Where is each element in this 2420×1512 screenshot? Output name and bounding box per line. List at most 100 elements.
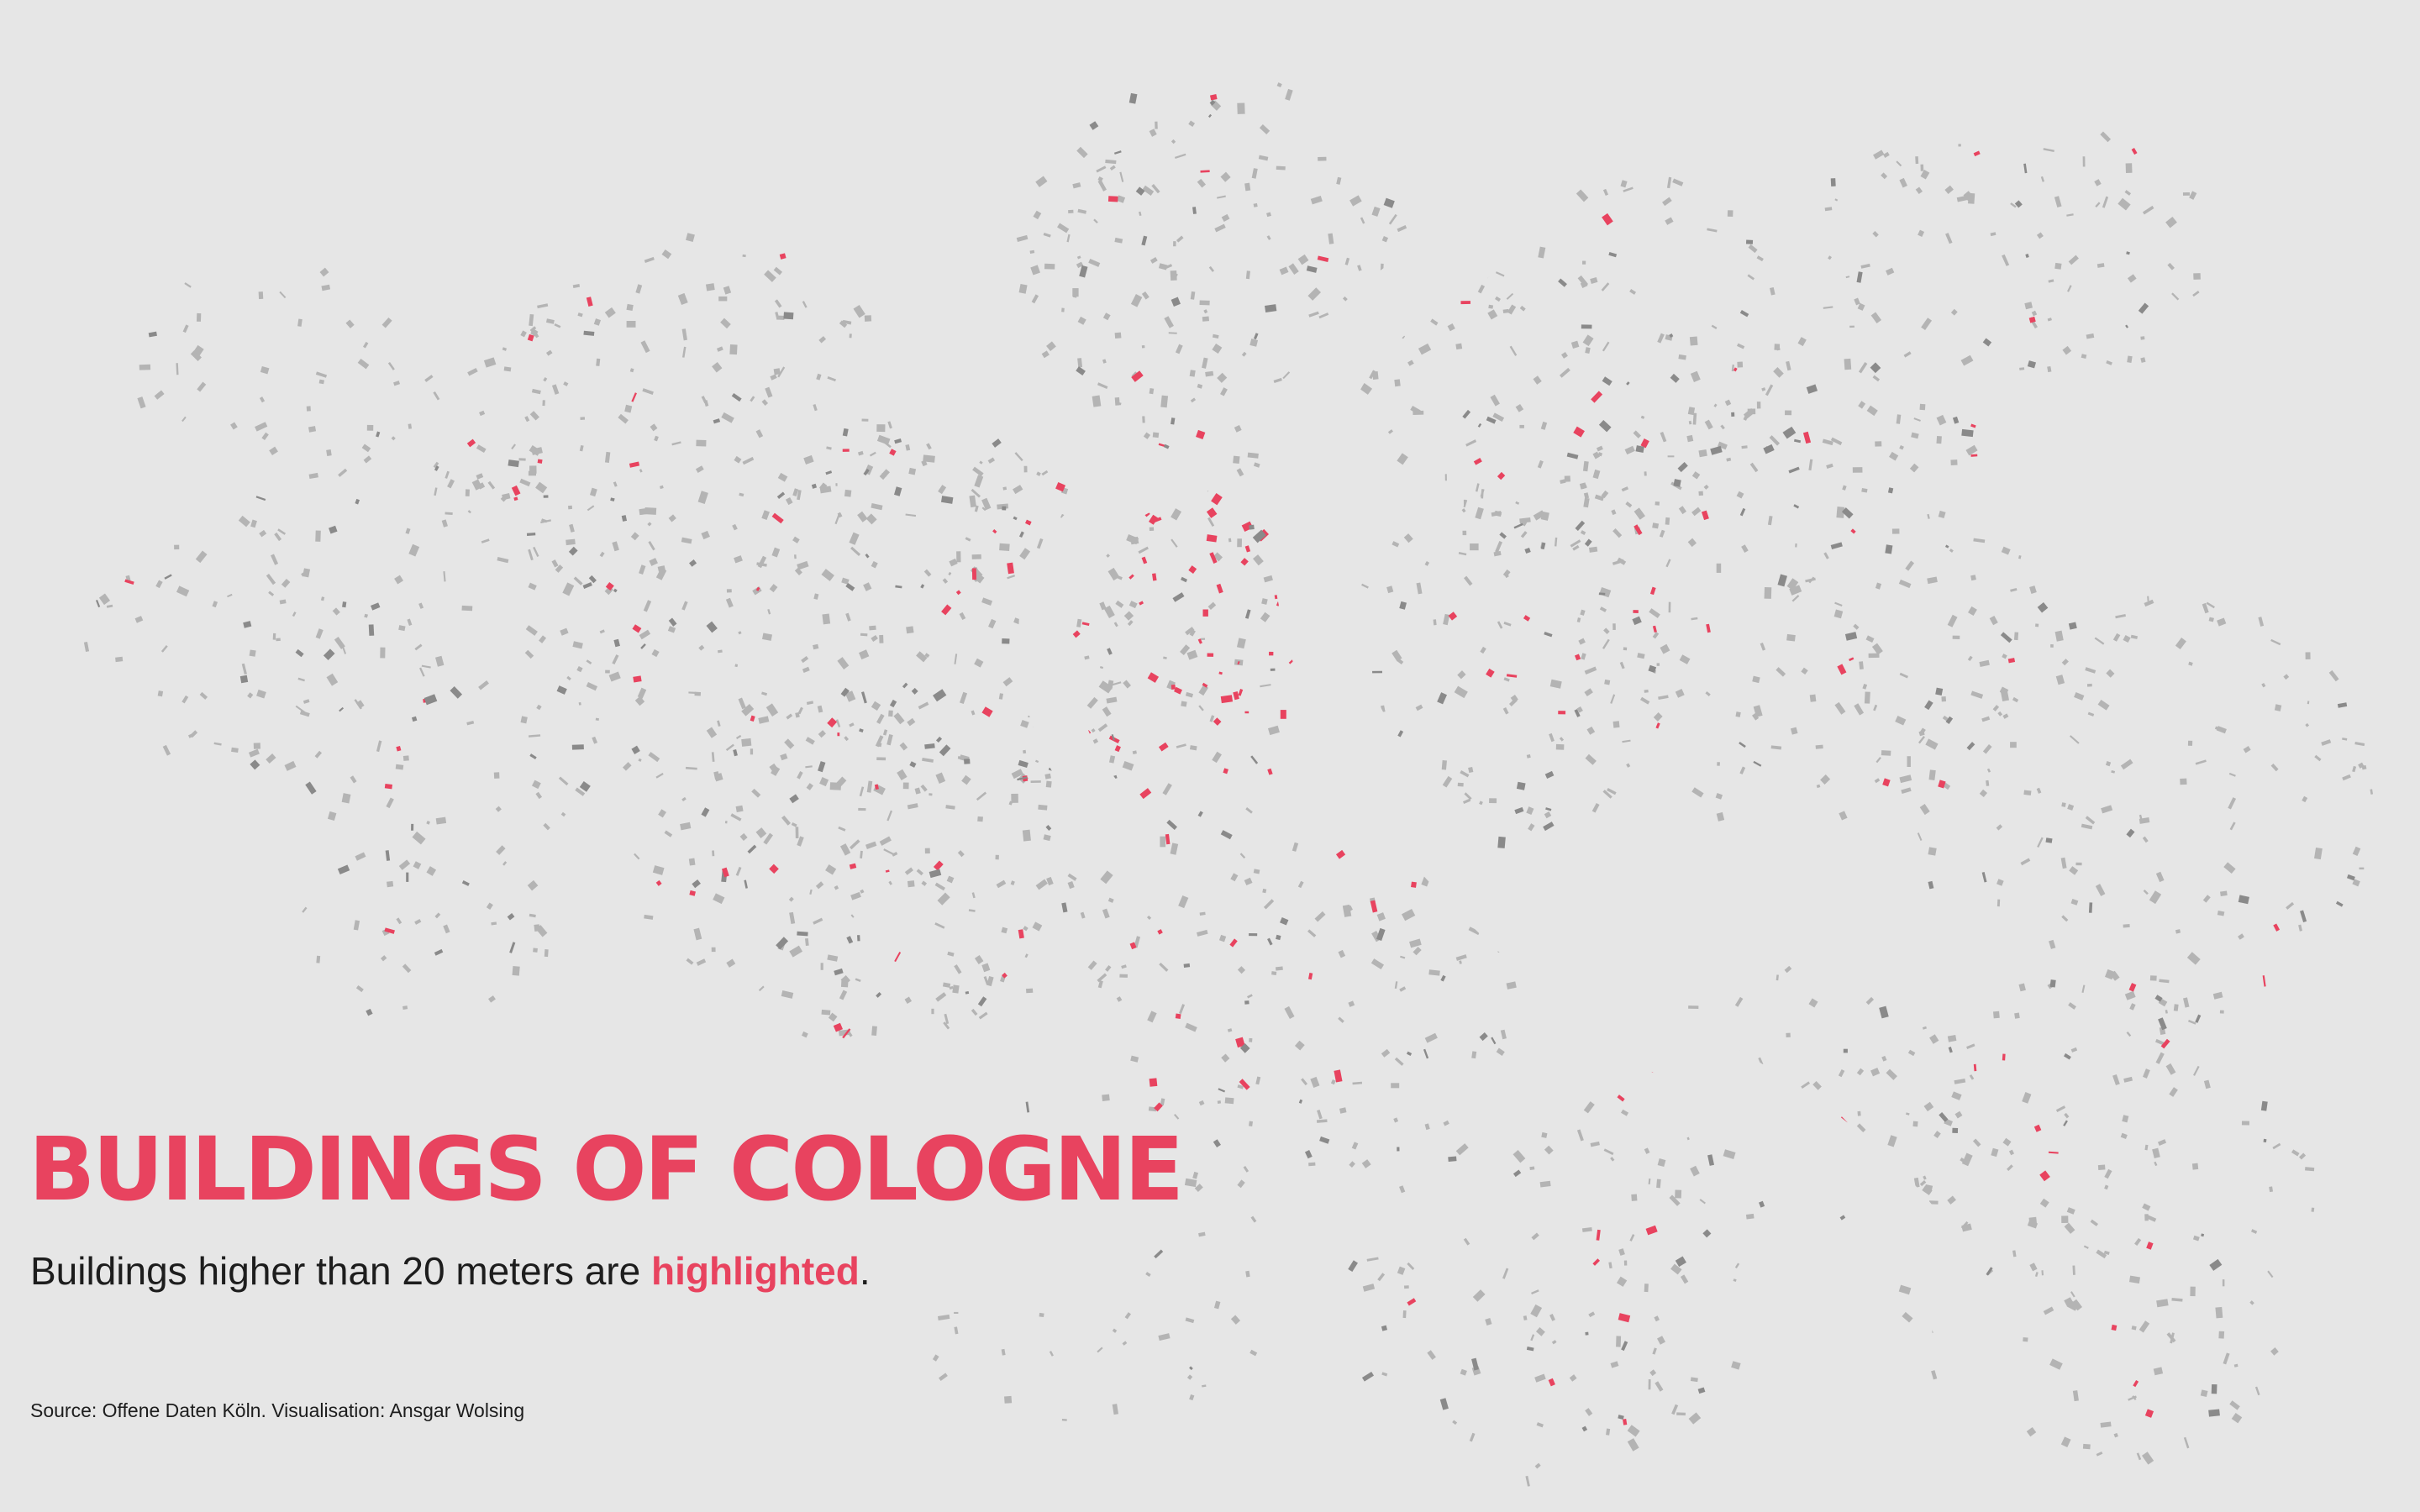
building-footprint [1194,1184,1203,1193]
building-footprint [1844,358,1852,370]
building-footprint [840,687,850,697]
building-footprint [1207,517,1215,528]
building-footprint [1344,257,1350,265]
building-footprint [1067,880,1075,890]
building-footprint [1276,82,1282,88]
building-footprint [706,621,718,633]
building-footprint [496,845,506,855]
building-footprint [974,505,979,512]
building-footprint [869,451,876,457]
building-footprint [1469,1432,1476,1442]
building-footprint [1938,780,1946,789]
building-footprint [329,525,338,534]
building-footprint [741,738,752,747]
building-footprint [1198,1231,1206,1237]
building-footprint [398,625,406,632]
building-footprint [720,318,731,329]
building-footprint [1411,881,1417,888]
building-footprint [231,747,239,753]
building-footprint [2311,1207,2315,1212]
building-footprint [1200,638,1206,641]
building-footprint [2102,196,2109,208]
building-footprint [1196,429,1206,439]
building-footprint [1652,522,1660,529]
building-footprint [1691,787,1704,798]
building-footprint [770,374,777,381]
building-footprint [1496,1047,1505,1056]
building-footprint [1856,271,1863,283]
building-footprint [1035,176,1048,187]
building-footprint [1655,722,1660,729]
building-footprint [2018,983,2026,992]
building-footprint [419,667,425,677]
building-footprint [965,990,970,995]
building-footprint [622,762,632,771]
building-footprint [526,532,536,536]
building-footprint [1578,638,1586,645]
building-footprint [820,963,823,970]
building-footprint [1895,715,1907,726]
building-footprint [2081,354,2087,360]
building-footprint [631,392,637,402]
building-footprint [1854,703,1865,716]
building-footprint [1036,538,1044,549]
building-footprint [1041,350,1050,359]
building-footprint [1782,426,1797,439]
building-footprint [1687,538,1697,548]
building-footprint [1655,1381,1664,1392]
building-footprint [1731,1361,1741,1370]
building-footprint [1218,934,1227,942]
building-footprint [1970,575,1976,581]
building-footprint [572,641,583,649]
building-footprint [1188,565,1197,575]
building-footprint [1128,601,1138,609]
building-footprint [2064,1112,2070,1119]
building-footprint [525,625,538,636]
building-footprint [1906,1112,1910,1116]
building-footprint [1947,1195,1956,1205]
building-footprint [1559,367,1570,378]
building-footprint [531,388,541,395]
building-footprint [1559,737,1565,742]
building-footprint [1253,869,1260,874]
building-footprint [1173,1113,1180,1120]
building-footprint [1736,491,1744,499]
building-footprint [2307,701,2310,705]
building-footprint [1986,1267,1993,1276]
building-footprint [1245,807,1253,814]
building-footprint [1637,653,1645,659]
building-footprint [2096,1249,2107,1259]
building-footprint [1581,1425,1588,1432]
building-footprint [713,771,720,780]
building-footprint [1883,151,1890,158]
building-footprint [1947,1034,1957,1042]
building-footprint [849,722,855,727]
building-footprint [1183,963,1191,969]
building-footprint [1655,501,1660,506]
building-footprint [1919,403,1926,411]
building-footprint [174,544,180,550]
building-footprint [1606,1428,1611,1436]
building-footprint [813,404,818,412]
building-footprint [1454,685,1468,699]
building-footprint [2094,179,2102,186]
building-footprint [802,666,810,674]
building-footprint [1830,437,1843,446]
building-footprint [537,459,543,464]
building-footprint [1842,485,1847,491]
building-footprint [1688,1412,1702,1425]
building-footprint [1468,927,1481,936]
building-footprint [876,424,886,433]
building-footprint [2165,1010,2168,1014]
building-footprint [638,758,642,762]
building-footprint [922,757,934,763]
building-footprint [1061,1419,1067,1421]
building-footprint [424,694,438,706]
building-footprint [1548,1378,1555,1387]
building-footprint [776,937,789,950]
building-footprint [1640,438,1649,449]
building-footprint [1316,1119,1328,1123]
building-footprint [2321,739,2332,746]
building-footprint [2034,1272,2039,1278]
building-footprint [713,893,725,905]
